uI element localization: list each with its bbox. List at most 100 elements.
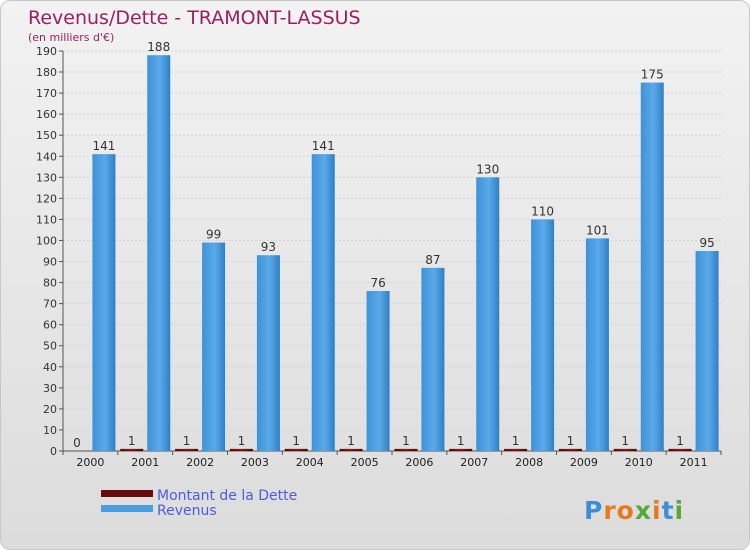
data-label-debt: 0 — [73, 436, 81, 450]
y-tick-label: 170 — [36, 87, 57, 100]
data-label-revenus: 93 — [261, 240, 276, 254]
x-tick-label: 2000 — [76, 456, 104, 469]
data-label-revenus: 130 — [476, 162, 499, 176]
y-tick-label: 40 — [43, 361, 57, 374]
legend-label-debt: Montant de la Dette — [157, 488, 297, 504]
data-label-debt: 1 — [128, 434, 136, 448]
bar-revenus — [476, 177, 500, 451]
brand-letter: i — [652, 496, 662, 525]
y-tick-label: 100 — [36, 234, 57, 247]
chart-subtitle: (en milliers d'€) — [28, 31, 114, 44]
bar-revenus — [147, 55, 171, 452]
data-label-revenus: 188 — [147, 40, 170, 54]
y-tick-label: 110 — [36, 213, 57, 226]
data-label-debt: 1 — [238, 434, 246, 448]
brand-letter: o — [617, 496, 635, 525]
x-tick-label: 2004 — [296, 456, 324, 469]
grid-lines — [63, 50, 721, 431]
chart-title: Revenus/Dette - TRAMONT-LASSUS — [28, 7, 361, 29]
y-tick-label: 140 — [36, 150, 57, 163]
data-label-debt: 1 — [621, 434, 629, 448]
x-tick-label: 2008 — [515, 456, 543, 469]
bar-revenus — [695, 251, 719, 451]
y-tick-label: 130 — [36, 171, 57, 184]
bar-debt — [120, 448, 144, 451]
x-tick-label: 2007 — [460, 456, 488, 469]
data-label-revenus: 141 — [92, 139, 115, 153]
y-tick-label: 30 — [43, 382, 57, 395]
data-label-revenus: 175 — [641, 68, 664, 82]
bar-revenus — [531, 219, 555, 451]
y-tick-label: 150 — [36, 129, 57, 142]
legend-swatch-revenus — [101, 505, 153, 512]
y-tick-label: 160 — [36, 108, 57, 121]
bar-revenus — [421, 267, 445, 451]
brand-letter: t — [662, 496, 675, 525]
data-label-revenus: 141 — [312, 139, 335, 153]
x-tick-label: 2005 — [351, 456, 379, 469]
data-label-debt: 1 — [567, 434, 575, 448]
bar-revenus — [640, 82, 664, 451]
y-tick-label: 70 — [43, 298, 57, 311]
data-label-debt: 1 — [183, 434, 191, 448]
data-label-revenus: 101 — [586, 223, 609, 237]
y-tick-label: 10 — [43, 424, 57, 437]
brand-letter: x — [635, 496, 652, 525]
y-tick-label: 180 — [36, 66, 57, 79]
y-tick-label: 0 — [50, 445, 57, 458]
data-label-debt: 1 — [292, 434, 300, 448]
y-tick-label: 60 — [43, 319, 57, 332]
bar-revenus — [256, 255, 280, 451]
brand-letter: r — [603, 496, 616, 525]
data-label-debt: 1 — [676, 434, 684, 448]
brand-text: Proxiti — [584, 496, 684, 525]
data-label-debt: 1 — [402, 434, 410, 448]
x-tick-label: 2002 — [186, 456, 214, 469]
x-tick-label: 2009 — [570, 456, 598, 469]
data-label-revenus: 76 — [370, 276, 385, 290]
bar-debt — [449, 448, 473, 451]
bars: 0 141 1 188 1 99 1 93 1 141 1 76 1 87 1 130 1 110 1 101 1 175… — [73, 40, 719, 452]
data-label-revenus: 87 — [425, 253, 440, 267]
bar-debt — [229, 448, 253, 451]
legend-label-revenus: Revenus — [157, 503, 217, 519]
data-label-debt: 1 — [512, 434, 520, 448]
bar-revenus — [366, 291, 390, 451]
bar-debt — [339, 448, 363, 451]
data-label-debt: 1 — [457, 434, 465, 448]
bar-debt — [613, 448, 637, 451]
bar-revenus — [202, 242, 226, 451]
bar-debt — [175, 448, 199, 451]
brand-letter: i — [675, 496, 685, 525]
x-tick-label: 2011 — [680, 456, 708, 469]
legend-swatch-debt — [101, 490, 153, 497]
bar-revenus — [585, 238, 609, 451]
data-label-revenus: 99 — [206, 228, 221, 242]
data-label-debt: 1 — [347, 434, 355, 448]
axes: 0102030405060708090100110120130140150160… — [36, 45, 722, 469]
x-tick-label: 2003 — [241, 456, 269, 469]
x-tick-label: 2001 — [131, 456, 159, 469]
bar-revenus — [311, 154, 335, 451]
x-tick-label: 2006 — [405, 456, 433, 469]
brand-letter: P — [584, 496, 603, 525]
y-tick-label: 80 — [43, 277, 57, 290]
y-tick-label: 20 — [43, 403, 57, 416]
bar-debt — [284, 448, 308, 451]
bar-debt — [394, 448, 418, 451]
x-tick-label: 2010 — [625, 456, 653, 469]
y-tick-label: 90 — [43, 256, 57, 269]
bar-debt — [558, 448, 582, 451]
legend: Montant de la Dette Revenus — [101, 488, 297, 519]
data-label-revenus: 110 — [531, 204, 554, 218]
bar-revenus — [92, 154, 116, 451]
y-tick-label: 190 — [36, 45, 57, 58]
y-tick-label: 120 — [36, 192, 57, 205]
data-label-revenus: 95 — [699, 236, 714, 250]
bar-debt — [504, 448, 528, 451]
bar-debt — [668, 448, 692, 451]
y-tick-label: 50 — [43, 340, 57, 353]
proxiti-logo: Proxiti — [584, 496, 684, 525]
